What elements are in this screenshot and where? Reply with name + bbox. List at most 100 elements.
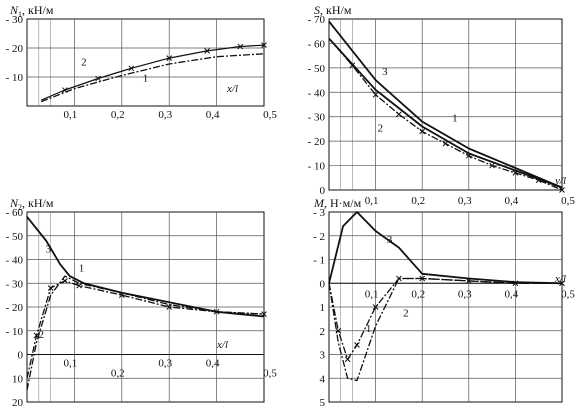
series-marker-2 xyxy=(95,75,101,82)
x-axis-label: y/l xyxy=(554,175,566,187)
series-line-1 xyxy=(40,53,265,103)
title-symbol: N xyxy=(9,3,19,17)
y-tick-label: - 30 xyxy=(6,14,24,26)
series-marker-2 xyxy=(213,308,220,315)
series-marker-2 xyxy=(559,280,565,287)
series-marker-2 xyxy=(465,278,472,284)
series-label: 1 xyxy=(143,72,149,84)
series-marker-2 xyxy=(204,48,210,54)
series-marker-2 xyxy=(33,332,40,339)
y-tick-label: - 10 xyxy=(308,161,326,173)
y-tick-label: 1 xyxy=(320,302,326,314)
x-tick-label: 0,2 xyxy=(111,368,125,380)
y-tick-label: 2 xyxy=(320,326,326,338)
series-marker-2 xyxy=(396,275,402,282)
series-marker-2 xyxy=(335,327,342,334)
x-tick-label: 0,2 xyxy=(411,195,425,207)
chart-title: N1, кН/м xyxy=(9,3,54,19)
series-marker-2 xyxy=(442,140,449,147)
series-line-3 xyxy=(26,216,265,318)
x-tick-label: 0,3 xyxy=(158,358,172,370)
x-tick-label: 0,1 xyxy=(365,195,379,207)
series-marker-2 xyxy=(512,280,519,287)
y-tick-label: - 70 xyxy=(308,14,326,26)
chart-n2: 20 10 0 - 10 - 20 - 30 - 40 - 50 - 60 0,1 0,2 0,3 0,… xyxy=(6,196,278,409)
series-marker-2 xyxy=(489,162,495,169)
y-tick-label: - 60 xyxy=(308,38,326,50)
y-tick-label: - 30 xyxy=(6,278,24,290)
y-tick-label: 5 xyxy=(320,397,326,409)
title-unit: , кН/м xyxy=(22,196,54,210)
chart-title: M, Н·м/м xyxy=(313,196,362,210)
y-tick-label: 0 xyxy=(18,350,24,362)
y-tick-label: - 20 xyxy=(6,302,24,314)
x-axis-label: x/l xyxy=(216,339,228,351)
series-marker-2 xyxy=(261,311,267,317)
title-symbol: N xyxy=(9,196,19,210)
y-tick-label: 0 xyxy=(320,185,326,197)
series-marker-2 xyxy=(372,91,379,98)
y-tick-label: 4 xyxy=(320,373,326,385)
series-label: 1 xyxy=(366,323,372,335)
y-tick-label: 0 xyxy=(320,278,326,290)
series-marker-2 xyxy=(535,177,542,184)
x-tick-label: 0,5 xyxy=(561,288,575,300)
y-tick-label: - 60 xyxy=(6,207,24,219)
series-line-1 xyxy=(328,37,563,189)
y-tick-label: - 30 xyxy=(308,112,326,124)
series-marker-2 xyxy=(118,292,125,298)
series-marker-2 xyxy=(47,285,54,291)
x-tick-label: 0,4 xyxy=(505,288,519,300)
series-marker-2 xyxy=(354,342,360,348)
series-label: 1 xyxy=(79,262,85,274)
x-tick-label: 0,4 xyxy=(206,358,220,370)
series-marker-2 xyxy=(396,111,402,118)
series-marker-2 xyxy=(261,42,267,48)
y-tick-label: 10 xyxy=(12,373,24,385)
title-unit: , Н·м/м xyxy=(324,196,362,210)
series-marker-2 xyxy=(166,55,173,62)
series-marker-2 xyxy=(559,187,565,193)
series-marker-2 xyxy=(344,356,351,363)
x-tick-label: 0,1 xyxy=(64,109,78,121)
x-tick-label: 0,2 xyxy=(111,109,125,121)
series-label: 3 xyxy=(46,243,52,255)
x-tick-label: 0,4 xyxy=(206,109,220,121)
title-symbol: S xyxy=(314,3,320,17)
plot-frame xyxy=(26,18,265,107)
series-marker-2 xyxy=(166,304,173,310)
plot-frame xyxy=(328,18,563,191)
x-axis-label: x/l xyxy=(226,83,238,95)
y-tick-label: - 40 xyxy=(308,87,326,99)
y-tick-label: - 10 xyxy=(6,326,24,338)
series-marker-2 xyxy=(465,152,472,159)
y-tick-label: - 10 xyxy=(6,72,24,84)
title-subscript: 2 xyxy=(18,203,22,212)
chart-s: 0 - 10 - 20 - 30 - 40 - 50 - 60 - 70 0,1 0,2 0,3 0,… xyxy=(308,3,576,207)
chart-title: N2, кН/м xyxy=(9,196,54,212)
series-marker-2 xyxy=(237,43,244,50)
x-tick-label: 0,1 xyxy=(64,358,78,370)
series-line-3 xyxy=(328,20,563,189)
x-tick-label: 0,4 xyxy=(505,195,519,207)
x-tick-label: 0,5 xyxy=(263,109,277,121)
series-label: 1 xyxy=(452,113,458,125)
y-tick-label: - 2 xyxy=(313,231,325,243)
chart-title: S, кН/м xyxy=(314,3,352,17)
title-symbol: M xyxy=(313,196,325,210)
series-marker-2 xyxy=(512,170,519,176)
x-tick-label: 0,3 xyxy=(158,109,172,121)
y-tick-label: 3 xyxy=(320,350,326,362)
y-tick-label: - 50 xyxy=(308,63,326,75)
x-tick-label: 0,5 xyxy=(561,195,575,207)
series-label: 3 xyxy=(382,66,388,78)
y-tick-label: 20 xyxy=(12,397,24,409)
series-marker-2 xyxy=(349,62,356,69)
series-label: 2 xyxy=(38,329,44,341)
series-marker-2 xyxy=(62,278,68,284)
chart-n1: - 10- 20- 300,1 0,2 0,3 0,4 0,5N1, кН/мx/l21 xyxy=(6,3,278,121)
series-marker-2 xyxy=(128,65,135,72)
x-tick-label: 0,3 xyxy=(458,195,472,207)
